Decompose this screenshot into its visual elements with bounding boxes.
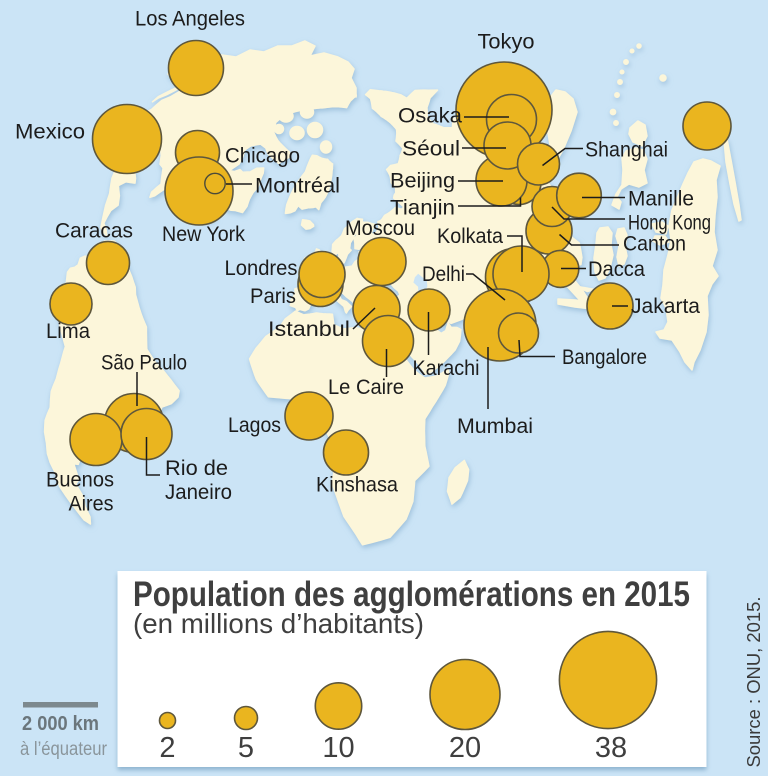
svg-text:Le Caire: Le Caire [328,376,404,399]
svg-text:2: 2 [159,732,175,764]
svg-text:Beijing: Beijing [390,170,455,193]
svg-text:Paris: Paris [250,285,296,308]
svg-text:Osaka: Osaka [398,105,462,128]
svg-text:Hong Kong: Hong Kong [628,212,711,235]
svg-text:Manille: Manille [628,188,694,211]
svg-text:Mexico: Mexico [15,121,85,144]
svg-text:20: 20 [449,732,481,764]
svg-text:Population des agglomérations: Population des agglomérations en 2015 [133,575,690,614]
svg-text:Karachi: Karachi [413,357,480,380]
svg-text:Buenos: Buenos [46,469,114,492]
svg-text:10: 10 [322,732,354,764]
svg-text:Kolkata: Kolkata [437,225,503,248]
svg-text:Montréal: Montréal [255,175,340,198]
svg-text:Istanbul: Istanbul [268,318,350,341]
svg-text:Rio de: Rio de [165,457,228,480]
svg-text:Moscou: Moscou [345,217,415,240]
svg-text:Jakarta: Jakarta [631,295,700,318]
svg-text:Delhi: Delhi [422,263,465,286]
svg-text:Dacca: Dacca [588,258,645,281]
svg-text:Lima: Lima [46,320,90,343]
svg-text:Source : ONU, 2015.: Source : ONU, 2015. [743,597,764,768]
svg-text:Shanghai: Shanghai [585,139,668,162]
svg-text:5: 5 [238,732,254,764]
svg-text:2 000 km: 2 000 km [22,713,99,735]
svg-text:38: 38 [595,732,627,764]
svg-text:Chicago: Chicago [225,145,300,168]
svg-text:Lagos: Lagos [228,414,281,437]
svg-text:Canton: Canton [623,233,686,256]
svg-text:Aires: Aires [69,493,114,516]
svg-text:Séoul: Séoul [402,138,460,161]
svg-text:Bangalore: Bangalore [562,346,647,369]
svg-text:Tianjin: Tianjin [390,197,455,220]
svg-text:São Paulo: São Paulo [101,352,187,375]
svg-text:Kinshasa: Kinshasa [316,474,398,497]
svg-text:(en millions d’habitants): (en millions d’habitants) [133,608,424,639]
svg-text:New York: New York [162,223,245,246]
svg-text:Caracas: Caracas [55,220,133,243]
svg-text:Los Angeles: Los Angeles [135,8,245,31]
svg-text:Janeiro: Janeiro [165,481,232,504]
svg-text:Tokyo: Tokyo [478,31,535,54]
svg-text:Londres: Londres [225,257,298,280]
svg-text:Mumbai: Mumbai [457,415,533,438]
svg-text:à l’équateur: à l’équateur [20,739,108,760]
